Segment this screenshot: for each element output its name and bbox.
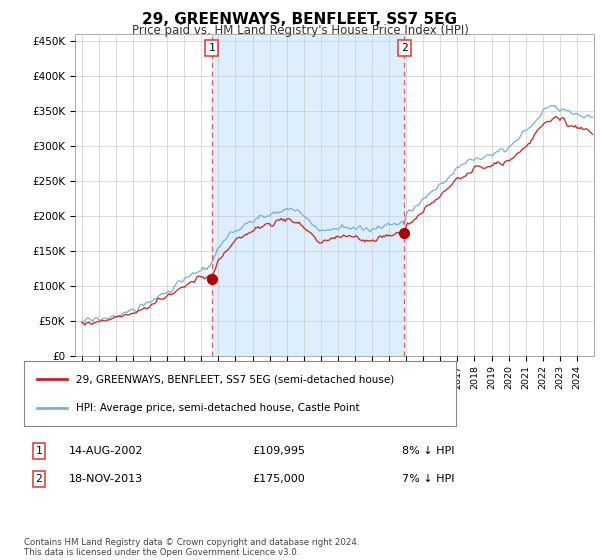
Text: 7% ↓ HPI: 7% ↓ HPI (402, 474, 455, 484)
Text: 29, GREENWAYS, BENFLEET, SS7 5EG: 29, GREENWAYS, BENFLEET, SS7 5EG (143, 12, 458, 27)
Text: HPI: Average price, semi-detached house, Castle Point: HPI: Average price, semi-detached house,… (76, 403, 359, 413)
Text: 18-NOV-2013: 18-NOV-2013 (69, 474, 143, 484)
Text: 2: 2 (35, 474, 43, 484)
Text: £175,000: £175,000 (252, 474, 305, 484)
Text: Price paid vs. HM Land Registry's House Price Index (HPI): Price paid vs. HM Land Registry's House … (131, 24, 469, 36)
Bar (212, 34, 404, 356)
Text: 14-AUG-2002: 14-AUG-2002 (69, 446, 143, 456)
Text: Contains HM Land Registry data © Crown copyright and database right 2024.
This d: Contains HM Land Registry data © Crown c… (24, 538, 359, 557)
Text: 8% ↓ HPI: 8% ↓ HPI (402, 446, 455, 456)
Text: 29, GREENWAYS, BENFLEET, SS7 5EG (semi-detached house): 29, GREENWAYS, BENFLEET, SS7 5EG (semi-d… (76, 374, 394, 384)
Text: 2: 2 (401, 43, 407, 53)
Text: 1: 1 (35, 446, 43, 456)
Text: £109,995: £109,995 (252, 446, 305, 456)
Text: 1: 1 (209, 43, 215, 53)
